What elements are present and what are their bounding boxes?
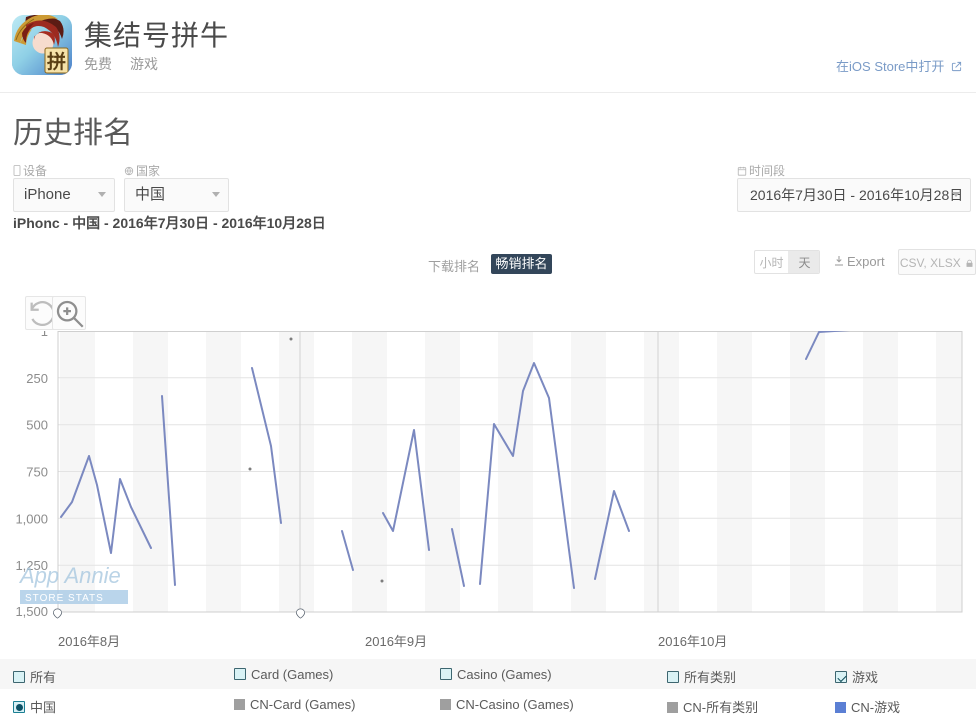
svg-text:1,500: 1,500 — [15, 604, 48, 619]
svg-text:拼: 拼 — [47, 50, 66, 73]
svg-text:1,000: 1,000 — [15, 511, 48, 526]
svg-text:500: 500 — [26, 418, 48, 433]
svg-text:STORE STATS: STORE STATS — [25, 593, 104, 604]
svg-text:750: 750 — [26, 465, 48, 480]
svg-text:1: 1 — [41, 331, 48, 339]
svg-text:App Annie: App Annie — [18, 563, 121, 588]
svg-text:250: 250 — [26, 371, 48, 386]
